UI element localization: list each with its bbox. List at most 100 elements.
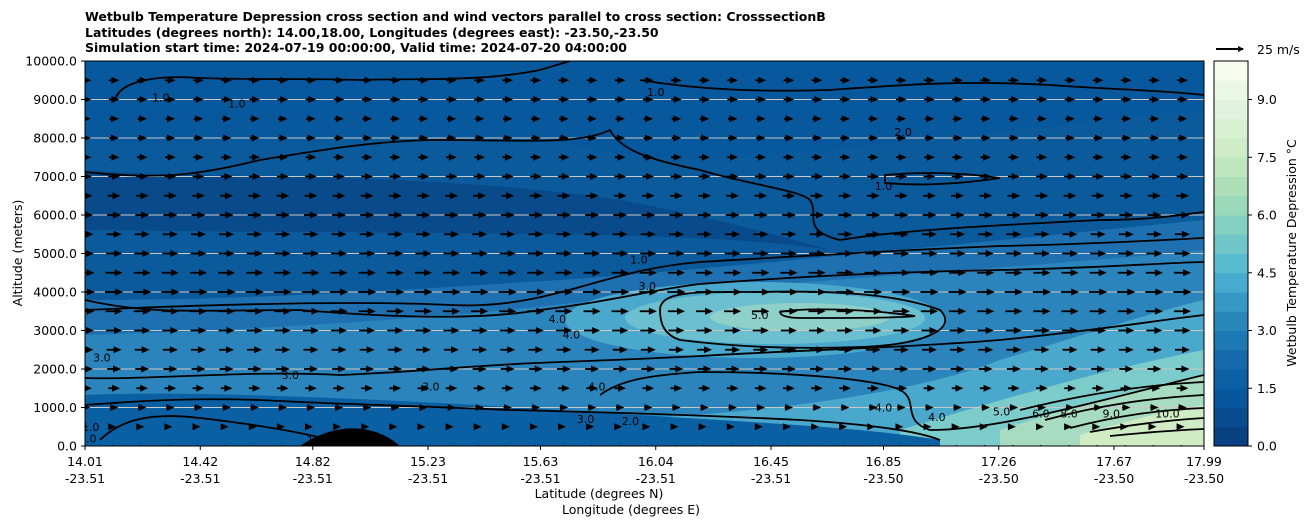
wind-vector-head <box>85 192 93 199</box>
wind-vector-head <box>85 77 92 84</box>
wind-vector-head <box>475 404 484 411</box>
wind-vector-head <box>954 96 963 103</box>
wind-vector-head <box>754 423 763 431</box>
wind-vector-head <box>220 423 229 431</box>
wind-vector-head <box>282 230 291 238</box>
wind-vector-head <box>395 269 404 277</box>
x-tick-label-lon: -23.51 <box>180 471 220 486</box>
wind-vector-head <box>902 288 911 296</box>
x-tick-label-lat: 15.63 <box>523 454 559 469</box>
wind-vector-head <box>586 423 595 431</box>
colorbar-title: Wetbulb Temperature Depression °C <box>1284 139 1299 367</box>
wind-vector-head <box>786 76 795 84</box>
wind-vector-head <box>114 250 123 257</box>
wind-vector-head <box>223 153 232 161</box>
wind-vector-head <box>308 76 317 84</box>
wind-vector-head <box>1095 153 1104 161</box>
wind-vector-head <box>592 327 601 334</box>
wind-vector-head <box>364 76 373 84</box>
wind-vector-head <box>560 404 569 411</box>
wind-vector-head <box>1096 384 1105 392</box>
wind-vector-head <box>111 173 120 180</box>
wind-vector-head <box>1070 269 1079 277</box>
wind-vector-head <box>363 115 372 123</box>
wind-vector-head <box>168 192 177 200</box>
wind-vector-head <box>276 423 285 431</box>
wind-vector-head <box>982 134 991 142</box>
wind-vector-head <box>391 404 400 411</box>
wind-vector-head <box>507 230 516 238</box>
wind-vector-head <box>957 250 966 257</box>
wind-vector-head <box>873 327 882 334</box>
wind-vector-head <box>814 96 823 103</box>
wind-vector-head <box>591 211 600 219</box>
wind-vector-head <box>618 384 627 392</box>
wind-vector-head <box>86 250 95 257</box>
wind-vector-head <box>506 211 515 219</box>
wind-vector-head <box>1067 96 1076 103</box>
wind-vector-head <box>282 250 291 257</box>
wind-vector-head <box>224 384 233 392</box>
wind-vector-head <box>309 365 318 373</box>
contour-label: 1.0 <box>647 86 665 99</box>
wind-vector-head <box>674 384 683 392</box>
wind-vector-head <box>1069 346 1078 354</box>
wind-vector-head <box>477 384 486 392</box>
wind-vector-head <box>281 365 290 373</box>
wind-vector-head <box>339 327 348 334</box>
wind-vector-head <box>732 250 741 257</box>
wind-vector-head <box>142 250 151 257</box>
wind-vector-head <box>1179 153 1188 161</box>
wind-vector-head <box>591 365 600 373</box>
wind-vector-head <box>1038 134 1047 142</box>
wind-vector-head <box>673 153 682 161</box>
wind-vector-head <box>1123 96 1132 103</box>
wind-vector-head <box>197 365 206 373</box>
wind-vector-head <box>645 134 654 142</box>
wind-vector-head <box>815 211 824 219</box>
wind-vector-head <box>310 327 319 334</box>
wind-vector-head <box>1041 327 1050 334</box>
wind-vector-head <box>1155 288 1164 296</box>
wind-vector-head <box>224 173 233 180</box>
wind-vector-head <box>785 404 794 411</box>
wind-vector-head <box>421 173 430 180</box>
wind-vector-head <box>646 192 655 200</box>
wind-vector-head <box>672 404 681 411</box>
contour-label: 5.0 <box>993 405 1011 418</box>
wind-vector-head <box>283 288 292 296</box>
wind-vector-head <box>563 250 572 257</box>
wind-vector-head <box>197 211 206 219</box>
wind-vector-head <box>673 96 682 103</box>
wind-vector-head <box>645 153 654 161</box>
wind-vector-head <box>199 269 208 277</box>
wind-vector-head <box>788 346 797 354</box>
wind-vector-head <box>817 307 826 315</box>
wind-vector-head <box>867 423 876 431</box>
wind-vector-head <box>139 96 148 103</box>
wind-vector-head <box>227 269 236 277</box>
wind-vector-head <box>1176 423 1185 431</box>
wind-vector-head <box>1097 346 1106 354</box>
wind-vector-head <box>1120 423 1129 431</box>
contour-5-core <box>779 308 916 319</box>
wind-vector-head <box>479 346 488 354</box>
wind-vector-head <box>283 269 292 277</box>
wind-vector-head <box>279 404 288 411</box>
wind-vector-head <box>726 423 735 431</box>
wind-vector-head <box>901 327 910 334</box>
wind-vector-head <box>1069 230 1078 238</box>
wind-vector-head <box>138 404 147 411</box>
wind-vector-head <box>113 230 122 238</box>
wind-vector-head <box>983 76 992 84</box>
wind-vector-head <box>842 153 851 161</box>
wind-vector-head <box>957 327 966 334</box>
wind-vector-head <box>361 423 370 431</box>
wind-vector-head <box>561 384 570 392</box>
wind-vector-head <box>85 135 91 141</box>
wind-vector-head <box>786 96 795 103</box>
wind-vector-head <box>195 134 204 142</box>
wind-vector-head <box>1011 76 1020 84</box>
wind-vector-head <box>167 115 176 123</box>
wind-vector-head <box>423 269 432 277</box>
